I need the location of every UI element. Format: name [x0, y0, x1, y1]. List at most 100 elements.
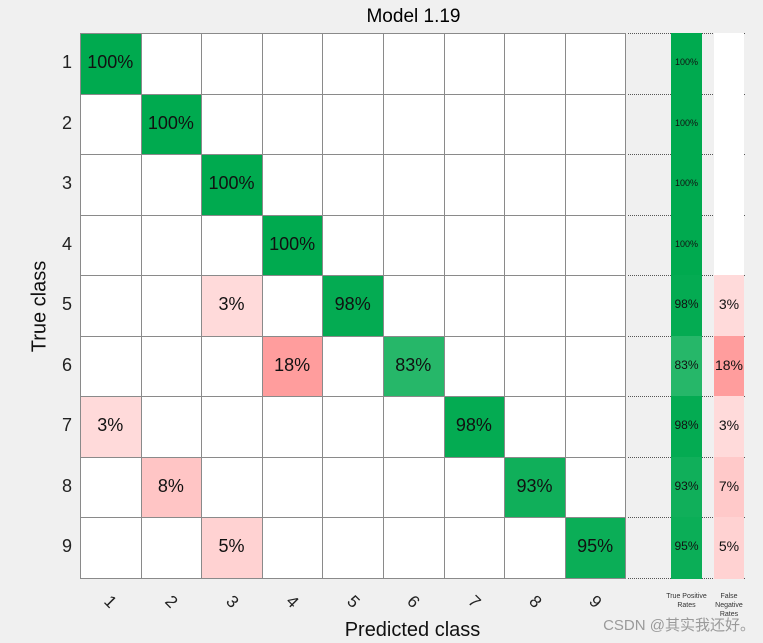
matrix-cell: [443, 154, 506, 216]
false-negative-rate-label: 3%: [718, 296, 740, 313]
matrix-cell: [564, 33, 627, 95]
matrix-cell: [80, 275, 142, 337]
cell-value-label: 100%: [147, 112, 194, 133]
false-negative-rate-cell: [714, 517, 744, 579]
y-tick-label: 4: [61, 233, 72, 254]
matrix-cell: [564, 456, 627, 518]
matrix-cell: [322, 396, 384, 458]
x-tick-label: 6: [403, 591, 424, 612]
matrix-cell: [261, 275, 324, 337]
y-tick-label: 8: [61, 475, 72, 496]
matrix-cell: [383, 517, 445, 579]
cell-value-label: 8%: [157, 475, 184, 496]
true-positive-rate-label: 93%: [674, 478, 699, 493]
matrix-cell: [80, 154, 142, 216]
false-negative-rate-label: 3%: [718, 417, 740, 434]
matrix-cell: [80, 93, 142, 155]
cell-value-label: 98%: [334, 294, 371, 315]
y-tick-label: 6: [61, 354, 72, 375]
matrix-cell: [201, 456, 263, 518]
matrix-cell: [564, 517, 627, 579]
matrix-cell: [140, 517, 203, 579]
false-negative-rate-cell: [714, 335, 744, 397]
matrix-cell: [261, 33, 324, 95]
true-positive-rate-label: 100%: [674, 238, 699, 249]
matrix-cell: [322, 214, 384, 276]
false-negative-rate-cell: [714, 93, 744, 155]
matrix-cell: [383, 214, 445, 276]
x-tick-label: 8: [524, 591, 545, 612]
matrix-cell: [322, 456, 384, 518]
false-negative-rate-cell: [714, 396, 744, 458]
true-positive-rate-label: 100%: [674, 117, 699, 128]
matrix-cell: [564, 335, 627, 397]
matrix-cell: [383, 33, 445, 95]
matrix-cell: [261, 456, 324, 518]
matrix-cell: [443, 275, 506, 337]
true-positive-rate-cell: [671, 33, 702, 95]
x-tick-label: 5: [342, 591, 364, 612]
matrix-cell: [504, 275, 566, 337]
true-positive-rate-label: 98%: [674, 418, 699, 433]
x-tick-label: 2: [161, 591, 182, 612]
matrix-cell: [140, 33, 203, 95]
x-tick-label: 7: [464, 591, 485, 612]
matrix-cell: [443, 517, 506, 579]
true-positive-rate-label: 100%: [674, 178, 699, 189]
matrix-cell: [564, 93, 627, 155]
matrix-cell: [383, 456, 445, 518]
cell-value-label: 100%: [208, 173, 255, 194]
matrix-cell: [261, 396, 324, 458]
matrix-cell: [322, 154, 384, 216]
false-negative-rate-label: 5%: [718, 538, 740, 555]
matrix-cell: [443, 214, 506, 276]
matrix-cell: [383, 275, 445, 337]
cell-value-label: 3%: [97, 415, 124, 436]
matrix-cell: [322, 93, 384, 155]
true-positive-rate-cell: [671, 154, 702, 216]
y-tick-label: 9: [61, 536, 72, 557]
y-tick-label: 5: [61, 294, 72, 315]
matrix-cell: [504, 154, 566, 216]
matrix-cell: [80, 517, 142, 579]
matrix-cell: [80, 335, 142, 397]
matrix-cell: [80, 214, 142, 276]
matrix-cell: [201, 396, 263, 458]
matrix-cell: [443, 456, 506, 518]
cell-value-label: 100%: [269, 233, 316, 254]
matrix-cell: [140, 335, 203, 397]
y-tick-label: 1: [61, 52, 72, 73]
cell-value-label: 5%: [218, 536, 245, 557]
matrix-cell: [383, 154, 445, 216]
matrix-cell: [201, 93, 263, 155]
matrix-cell: [201, 33, 263, 95]
false-negative-rate-cell: [714, 154, 744, 216]
matrix-cell: [504, 396, 566, 458]
y-tick-label: 2: [61, 112, 72, 133]
matrix-cell: [383, 335, 445, 397]
false-negative-rate-cell: [714, 33, 744, 95]
cell-value-label: 18%: [274, 354, 311, 375]
true-positive-rate-cell: [671, 396, 702, 458]
matrix-cell: [80, 396, 142, 458]
cell-value-label: 98%: [455, 415, 492, 436]
cell-value-label: 83%: [395, 354, 432, 375]
matrix-cell: [504, 214, 566, 276]
matrix-cell: [201, 335, 263, 397]
x-tick-label: 1: [100, 591, 121, 612]
matrix-cell: [322, 33, 384, 95]
x-axis-label: Predicted class: [344, 619, 481, 641]
matrix-cell: [504, 33, 566, 95]
matrix-cell: [443, 93, 506, 155]
matrix-cell: [140, 214, 203, 276]
true-positive-rate-cell: [671, 275, 702, 337]
cell-value-label: 95%: [577, 536, 614, 557]
matrix-cell: [261, 93, 324, 155]
false-negative-rate-cell: [714, 275, 744, 337]
false-negative-rate-label: 18%: [714, 356, 744, 373]
false-negative-rate-label: 7%: [718, 477, 740, 494]
matrix-cell: [140, 154, 203, 216]
true-positive-rate-label: 83%: [674, 357, 699, 372]
matrix-cell: [564, 214, 627, 276]
matrix-cell: [443, 335, 506, 397]
